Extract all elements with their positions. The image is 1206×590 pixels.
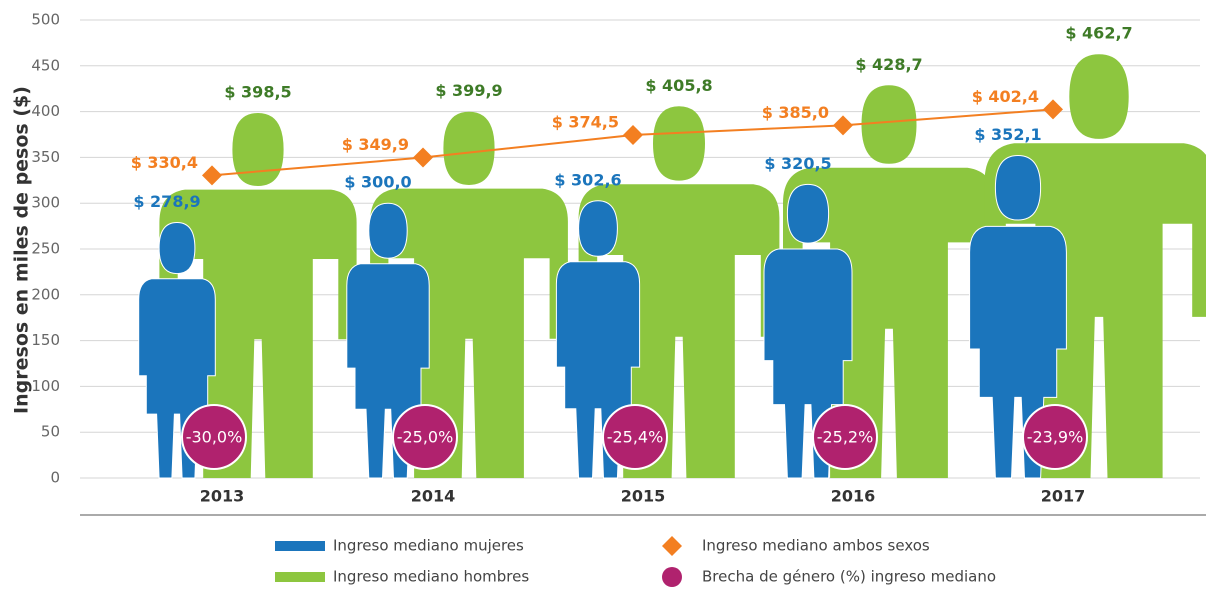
legend-label: Ingreso mediano mujeres [333,537,524,555]
value-label: $ 462,7 [1065,24,1132,43]
value-label: $ 374,5 [552,112,619,131]
value-label: $ 278,9 [133,192,200,211]
legend-label: Ingreso mediano hombres [333,568,529,586]
value-label: $ 402,4 [972,87,1039,106]
legend-swatch [662,536,682,556]
y-tick-label: 300 [31,194,60,212]
y-tick-label: 150 [31,331,60,349]
y-tick-label: 100 [31,377,60,395]
legend-swatch [275,541,325,551]
chart: Ingresos en miles de pesos ($) 0 50 100 150… [0,0,1206,590]
y-tick-label: 400 [31,102,60,120]
diamond-marker [833,115,853,135]
x-tick-label: 2016 [831,487,876,506]
gap-label: -30,0% [186,428,243,447]
diamond-marker [413,147,433,167]
gap-label: -25,0% [397,428,454,447]
value-label: $ 398,5 [224,82,291,101]
gap-label: -25,2% [817,428,874,447]
value-label: $ 399,9 [435,81,502,100]
legend-label: Ingreso mediano ambos sexos [702,537,930,555]
gap-label: -25,4% [607,428,664,447]
value-label: $ 302,6 [554,170,621,189]
diamond-marker [623,125,643,145]
value-label: $ 320,5 [764,154,831,173]
gap-label: -23,9% [1027,428,1084,447]
y-tick-label: 250 [31,240,60,258]
value-label: $ 300,0 [344,173,411,192]
value-label: $ 405,8 [645,76,712,95]
value-label: $ 428,7 [855,55,922,74]
x-tick-label: 2014 [411,487,456,506]
y-axis-title: Ingresos en miles de pesos ($) [11,86,33,414]
y-tick-label: 0 [50,469,60,487]
y-tick-label: 200 [31,285,60,303]
value-label: $ 385,0 [762,103,829,122]
x-tick-label: 2013 [200,487,245,506]
x-tick-label: 2015 [621,487,666,506]
legend-swatch [662,567,682,587]
y-tick-label: 450 [31,56,60,74]
y-tick-label: 500 [31,11,60,29]
x-tick-label: 2017 [1041,487,1086,506]
diamond-marker [202,165,222,185]
diamond-marker [1043,99,1063,119]
value-label: $ 330,4 [131,153,198,172]
value-label: $ 352,1 [974,125,1041,144]
y-tick-label: 350 [31,148,60,166]
y-tick-label: 50 [41,423,60,441]
legend-label: Brecha de género (%) ingreso mediano [702,568,996,586]
legend-swatch [275,572,325,582]
value-label: $ 349,9 [342,135,409,154]
